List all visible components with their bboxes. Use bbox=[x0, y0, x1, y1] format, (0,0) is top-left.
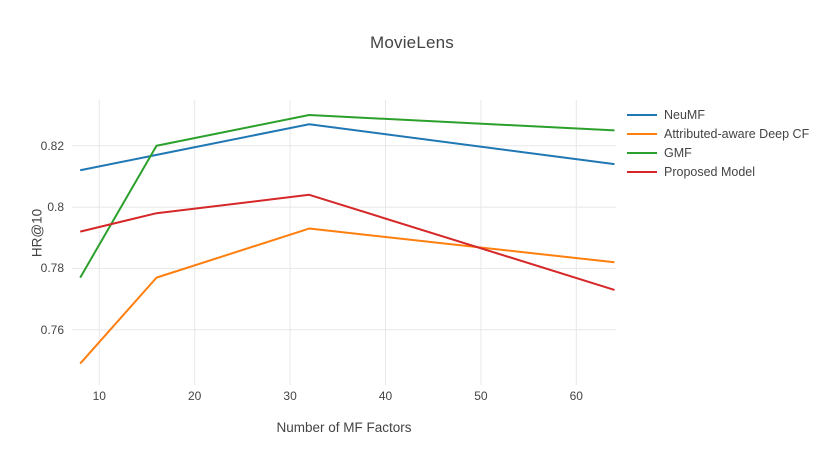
legend-item-label: Attributed-aware Deep CF bbox=[664, 126, 810, 141]
legend-swatch-icon bbox=[627, 170, 657, 173]
x-tick-label: 60 bbox=[569, 389, 583, 403]
legend-swatch-icon bbox=[627, 113, 657, 116]
legend-swatch-icon bbox=[627, 132, 657, 135]
legend-item-label: NeuMF bbox=[664, 107, 705, 122]
x-tick-label: 20 bbox=[188, 389, 202, 403]
x-tick-label: 10 bbox=[92, 389, 106, 403]
legend: NeuMF Attributed-aware Deep CF GMF Proposed… bbox=[627, 105, 809, 181]
x-axis-title: Number of MF Factors bbox=[276, 420, 412, 435]
legend-item-label: Proposed Model bbox=[664, 164, 756, 179]
y-axis-title: HR@10 bbox=[29, 208, 45, 258]
x-tick-label: 30 bbox=[283, 389, 297, 403]
y-tick-label: 0.76 bbox=[40, 322, 64, 337]
series-line-neumf[interactable] bbox=[80, 123, 615, 172]
series-line-proposed-model[interactable] bbox=[79, 193, 615, 291]
x-tick-label: 50 bbox=[474, 389, 488, 403]
legend-item-proposed-model[interactable]: Proposed Model bbox=[627, 162, 809, 181]
legend-item-gmf[interactable]: GMF bbox=[627, 143, 809, 162]
series-line-gmf[interactable] bbox=[79, 114, 615, 279]
chart-title: MovieLens bbox=[369, 33, 454, 52]
legend-item-attributed-aware-deep-cf[interactable]: Attributed-aware Deep CF bbox=[627, 124, 809, 143]
x-tick-label: 40 bbox=[378, 389, 393, 403]
legend-item-label: GMF bbox=[664, 145, 692, 160]
series-line-attributed-aware-deep-cf[interactable] bbox=[79, 227, 615, 365]
y-tick-label: 0.8 bbox=[47, 200, 64, 215]
y-tick-label: 0.82 bbox=[40, 138, 64, 153]
legend-item-neumf[interactable]: NeuMF bbox=[627, 105, 809, 124]
legend-swatch-icon bbox=[627, 151, 657, 154]
y-tick-label: 0.78 bbox=[40, 261, 64, 276]
